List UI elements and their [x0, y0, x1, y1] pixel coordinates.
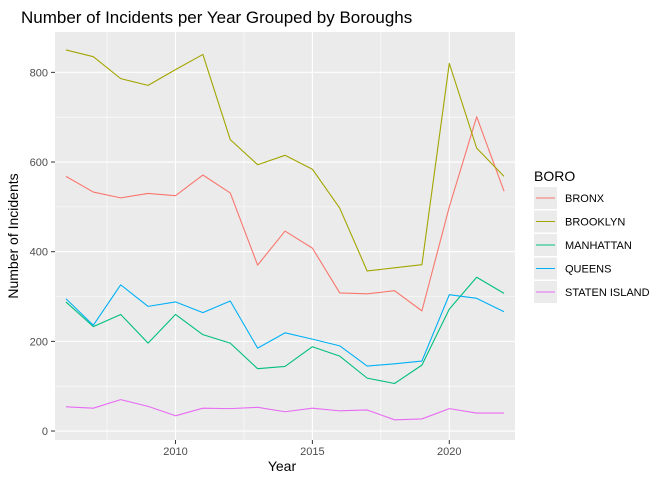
chart-title: Number of Incidents per Year Grouped by …: [21, 8, 412, 27]
legend-label-staten-island: STATEN ISLAND: [565, 287, 650, 299]
y-tick-label: 800: [30, 67, 48, 79]
legend: BORO BRONX BROOKLYN MANHATTAN QUEENS STATEN …: [534, 168, 650, 303]
plot-background: [55, 32, 515, 440]
y-axis: 0 200 400 600 800: [30, 67, 55, 438]
y-axis-title: Number of Incidents: [5, 173, 21, 298]
x-axis: 2010 2015 2020: [163, 440, 462, 458]
legend-label-brooklyn: BROOKLYN: [565, 217, 625, 229]
x-tick-label: 2020: [437, 446, 461, 458]
y-tick-label: 600: [30, 157, 48, 169]
legend-label-manhattan: MANHATTAN: [565, 240, 632, 252]
legend-label-bronx: BRONX: [565, 193, 605, 205]
series-line-staten-island: [65, 399, 505, 421]
x-tick-label: 2010: [163, 446, 187, 458]
legend-title: BORO: [534, 168, 575, 184]
series-line-brooklyn: [65, 49, 505, 272]
series-line-bronx: [65, 116, 505, 312]
series-lines: [65, 49, 505, 421]
series-line-manhattan: [65, 276, 505, 385]
y-tick-label: 400: [30, 247, 48, 259]
legend-label-queens: QUEENS: [565, 264, 611, 276]
series-line-queens: [65, 284, 505, 367]
y-tick-label: 0: [42, 426, 48, 438]
x-axis-title: Year: [268, 458, 297, 474]
plot-panel: [55, 32, 515, 440]
y-tick-label: 200: [30, 336, 48, 348]
x-tick-label: 2015: [300, 446, 324, 458]
